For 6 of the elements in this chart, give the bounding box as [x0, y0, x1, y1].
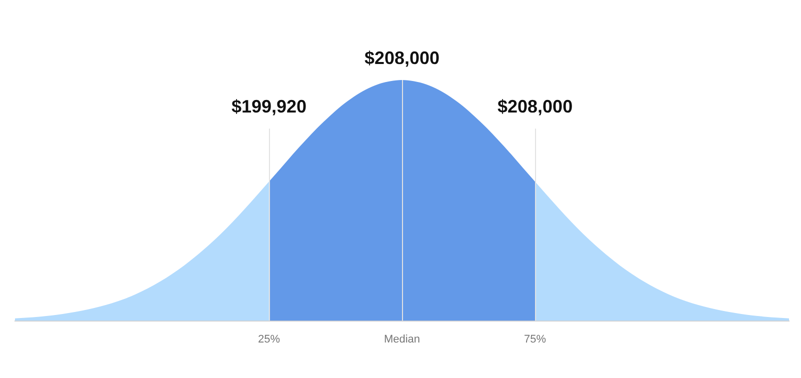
x-tick-label: 75%: [524, 333, 546, 346]
ref-line-label: $199,920: [231, 96, 307, 117]
x-tick-label: 25%: [258, 333, 280, 346]
ref-line-label: $208,000: [497, 96, 573, 117]
ref-line-label: $208,000: [364, 48, 440, 68]
x-tick-label: Median: [384, 333, 420, 346]
